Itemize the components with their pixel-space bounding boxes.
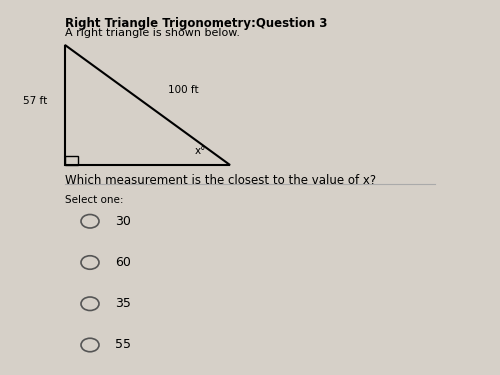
Text: 30: 30 bbox=[115, 215, 131, 228]
Text: Select one:: Select one: bbox=[65, 195, 124, 205]
Text: 35: 35 bbox=[115, 297, 131, 310]
Text: x°: x° bbox=[195, 146, 206, 156]
Text: Which measurement is the closest to the value of x?: Which measurement is the closest to the … bbox=[65, 174, 376, 188]
Text: 100 ft: 100 ft bbox=[168, 85, 198, 95]
Text: A right triangle is shown below.: A right triangle is shown below. bbox=[65, 28, 240, 38]
Text: 57 ft: 57 ft bbox=[23, 96, 48, 106]
Text: 60: 60 bbox=[115, 256, 131, 269]
Text: 55: 55 bbox=[115, 339, 131, 351]
Text: Right Triangle Trigonometry:Question 3: Right Triangle Trigonometry:Question 3 bbox=[65, 17, 328, 30]
